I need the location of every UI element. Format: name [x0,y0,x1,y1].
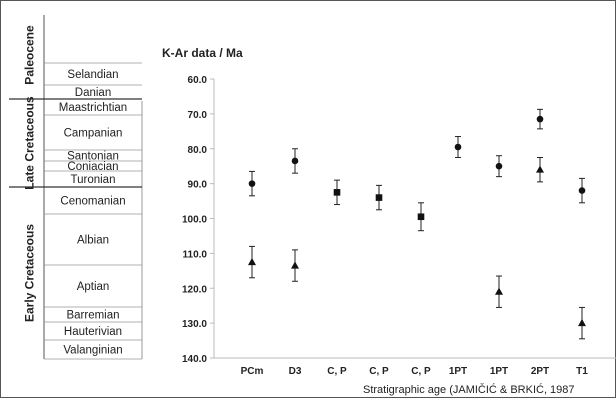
x-tick-label: PCm [241,366,264,377]
y-tick-label: 90.0 [188,180,208,191]
stage-label: Maastrichtian [59,102,127,114]
stage-label: Santonian [67,151,119,163]
data-point-triangle [578,318,586,327]
stage-label: Campanian [64,128,123,140]
y-tick-label: 120.0 [182,284,207,295]
y-tick-label: 130.0 [182,319,207,330]
stage-label: Barremian [66,310,119,322]
stage-label: Coniacian [67,161,118,173]
chart-title: K-Ar data / Ma [162,46,243,60]
data-point-square [417,213,425,221]
data-point-circle [248,180,256,187]
data-point-circle [578,187,586,194]
x-tick-label: D3 [289,366,302,377]
data-point-circle [291,157,299,165]
y-tick-label: 140.0 [182,354,207,365]
stage-label: Danian [75,87,111,99]
stage-label: Hauterivian [64,326,122,338]
data-point-triangle [291,261,299,269]
data-point-square [375,194,383,201]
stage-label: Turonian [71,174,116,186]
data-point-triangle [536,165,544,173]
y-tick-label: 70.0 [188,110,208,121]
epoch-label: Paleocene [23,25,37,85]
x-tick-label: 2PT [531,366,549,377]
x-tick-label: 1PT [490,366,508,377]
stage-label: Cenomanian [60,196,125,208]
x-tick-label: T1 [576,366,588,377]
x-tick-label: C, P [369,366,389,377]
stage-label: Aptian [77,281,110,293]
stage-label: Albian [77,235,109,247]
data-point-triangle [248,257,256,266]
data-point-circle [495,162,503,170]
data-point-circle [536,115,544,123]
epoch-label: Early Cretaceous [23,224,37,322]
x-tick-label: C, P [411,366,431,377]
data-point-circle [454,143,462,151]
y-tick-label: 110.0 [183,249,208,260]
x-axis-label: Stratigraphic age (JAMIČIĆ & BRKIĆ, 1987 [363,383,575,396]
x-tick-label: C, P [327,366,347,377]
data-point-triangle [495,287,503,295]
stage-label: Selandian [67,69,118,81]
x-tick-label: 1PT [449,366,467,377]
y-tick-label: 80.0 [188,145,208,156]
y-tick-label: 60.0 [188,75,208,86]
epoch-label: Late Cretaceous [23,96,37,190]
stage-label: Valanginian [63,345,122,357]
data-point-square [333,189,341,196]
y-tick-label: 100.0 [182,215,207,226]
